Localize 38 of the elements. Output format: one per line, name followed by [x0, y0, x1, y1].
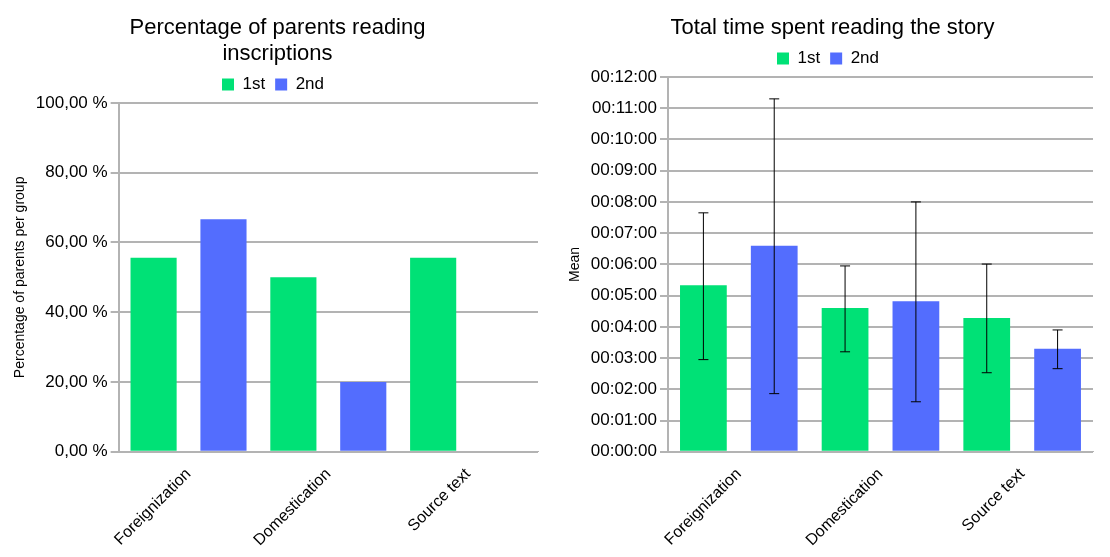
bar: [750, 245, 798, 451]
y-tick-label: 100,00 %: [35, 92, 108, 112]
bar: [339, 381, 386, 451]
bar: [409, 257, 456, 451]
y-tick-label: 80,00 %: [44, 162, 108, 182]
legend-label: 1st: [796, 48, 820, 68]
legend-label: 2nd: [295, 74, 324, 94]
y-tick-label: 00:01:00: [590, 410, 657, 430]
y-tick-label: 00:11:00: [591, 97, 657, 117]
y-tick-label: 00:12:00: [590, 66, 657, 86]
y-tick-label: 00:04:00: [590, 316, 657, 336]
y-axis-title: Mean: [565, 246, 582, 282]
legend-label: 2nd: [850, 48, 879, 68]
y-tick-label: 60,00 %: [44, 232, 108, 252]
bar: [130, 257, 177, 451]
y-tick-label: 00:07:00: [590, 222, 657, 242]
y-tick-label: 40,00 %: [44, 301, 108, 321]
y-tick-label: 00:09:00: [590, 160, 657, 180]
y-axis-title: Percentage of parents per group: [10, 176, 27, 379]
bar: [962, 318, 1010, 451]
bar: [1033, 348, 1081, 451]
bar: [269, 277, 316, 451]
bar: [199, 219, 247, 451]
chart-title: Percentage of parents reading inscriptions: [128, 14, 427, 66]
y-tick-label: 00:02:00: [590, 378, 657, 398]
y-tick-label: 0,00 %: [54, 441, 108, 461]
bar: [821, 308, 868, 451]
legend-label: 1st: [241, 74, 265, 94]
bar: [679, 285, 727, 451]
bar: [892, 301, 939, 451]
y-tick-label: 00:05:00: [590, 285, 657, 305]
y-tick-label: 00:10:00: [590, 129, 657, 149]
y-tick-label: 00:06:00: [590, 254, 657, 274]
chart-title: Total time spent reading the story: [669, 14, 996, 40]
y-tick-label: 00:03:00: [590, 347, 657, 367]
y-tick-label: 00:00:00: [590, 441, 657, 461]
y-tick-label: 20,00 %: [44, 371, 108, 391]
y-tick-label: 00:08:00: [590, 191, 657, 211]
